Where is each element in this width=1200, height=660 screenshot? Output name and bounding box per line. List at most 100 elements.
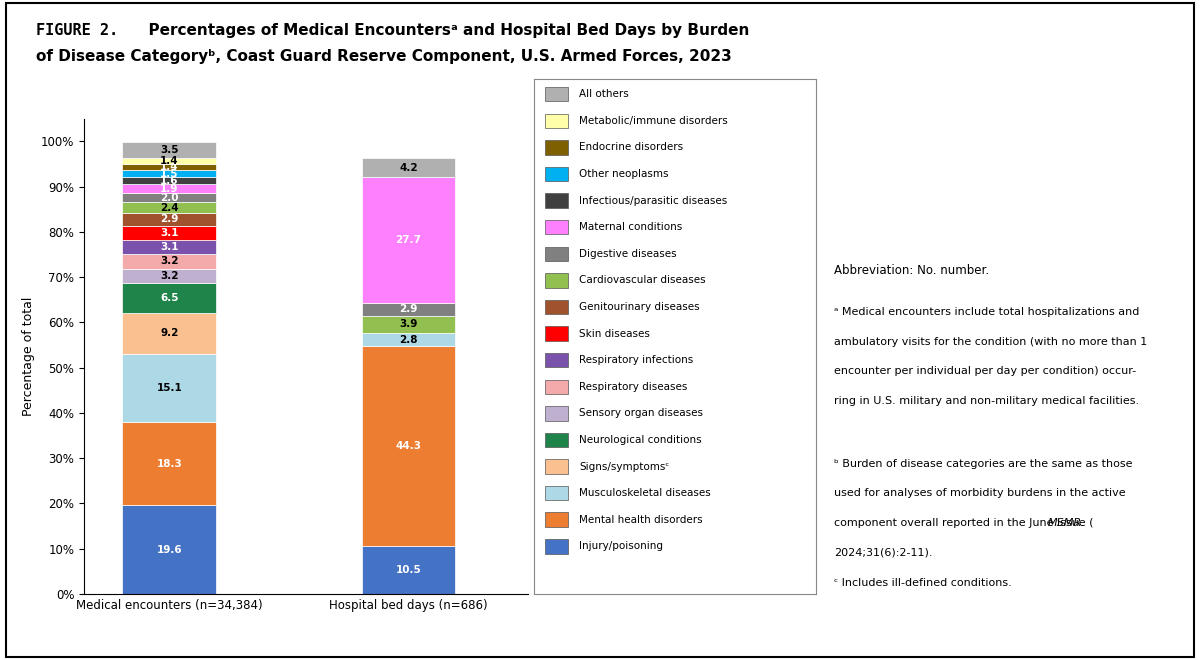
Text: Sensory organ diseases: Sensory organ diseases	[580, 409, 703, 418]
Text: Respiratory diseases: Respiratory diseases	[580, 381, 688, 391]
Bar	[545, 247, 568, 261]
Bar	[545, 459, 568, 474]
Bar	[122, 213, 216, 226]
Text: Maternal conditions: Maternal conditions	[580, 222, 683, 232]
Text: Genitourinary diseases: Genitourinary diseases	[580, 302, 700, 312]
Bar	[122, 226, 216, 240]
Text: 3.1: 3.1	[160, 228, 179, 238]
Text: 15.1: 15.1	[156, 383, 182, 393]
Text: 1.9: 1.9	[160, 183, 179, 194]
Text: Mental health disorders: Mental health disorders	[580, 515, 703, 525]
Bar	[122, 164, 216, 170]
Bar	[122, 312, 216, 354]
Bar	[122, 283, 216, 312]
Text: 19.6: 19.6	[156, 544, 182, 554]
Text: Cardiovascular diseases: Cardiovascular diseases	[580, 275, 706, 285]
Bar	[545, 539, 568, 554]
Text: 2024;31(6):2-11).: 2024;31(6):2-11).	[834, 548, 932, 558]
Text: 3.5: 3.5	[160, 145, 179, 155]
Bar	[122, 240, 216, 254]
Bar	[361, 546, 456, 594]
Text: 1.4: 1.4	[160, 156, 179, 166]
Bar	[122, 254, 216, 269]
Text: 3.9: 3.9	[400, 319, 418, 329]
Text: 1.5: 1.5	[160, 169, 179, 179]
Bar	[122, 202, 216, 213]
Bar	[545, 379, 568, 394]
Text: 3.2: 3.2	[160, 271, 179, 281]
Text: Injury/poisoning: Injury/poisoning	[580, 541, 664, 551]
Bar	[361, 177, 456, 302]
Text: Neurological conditions: Neurological conditions	[580, 435, 702, 445]
Text: FIGURE 2.: FIGURE 2.	[36, 23, 118, 38]
Text: MSMR.: MSMR.	[1048, 518, 1085, 528]
Text: encounter per individual per day per condition) occur-: encounter per individual per day per con…	[834, 366, 1136, 376]
Bar	[122, 422, 216, 506]
Text: 6.5: 6.5	[160, 293, 179, 303]
Text: ring in U.S. military and non-military medical facilities.: ring in U.S. military and non-military m…	[834, 396, 1139, 406]
Text: Metabolic/immune disorders: Metabolic/immune disorders	[580, 115, 728, 125]
Text: Abbreviation: No. number.: Abbreviation: No. number.	[834, 264, 989, 277]
Bar	[545, 433, 568, 447]
Text: ambulatory visits for the condition (with no more than 1: ambulatory visits for the condition (wit…	[834, 337, 1147, 347]
Bar	[545, 512, 568, 527]
Bar	[545, 486, 568, 500]
Text: 1.4: 1.4	[160, 162, 179, 172]
Text: 44.3: 44.3	[396, 442, 421, 451]
Bar	[545, 140, 568, 154]
Text: ᵇ Burden of disease categories are the same as those: ᵇ Burden of disease categories are the s…	[834, 459, 1133, 469]
Bar	[122, 170, 216, 177]
Bar	[122, 184, 216, 193]
Text: 3.1: 3.1	[160, 242, 179, 252]
Bar	[361, 302, 456, 315]
Text: Other neoplasms: Other neoplasms	[580, 169, 668, 179]
Y-axis label: Percentage of total: Percentage of total	[23, 297, 35, 416]
Text: Percentages of Medical Encountersᵃ and Hospital Bed Days by Burden: Percentages of Medical Encountersᵃ and H…	[138, 23, 749, 38]
Text: Infectious/parasitic diseases: Infectious/parasitic diseases	[580, 195, 727, 205]
Bar	[545, 300, 568, 314]
Text: 1.6: 1.6	[160, 176, 179, 186]
Text: ᵃ Medical encounters include total hospitalizations and: ᵃ Medical encounters include total hospi…	[834, 307, 1139, 317]
Bar	[545, 87, 568, 102]
Text: 10.5: 10.5	[396, 565, 421, 576]
Text: 2.9: 2.9	[400, 304, 418, 314]
Bar	[122, 269, 216, 283]
Bar	[545, 406, 568, 420]
Text: 4.2: 4.2	[400, 162, 418, 173]
Text: 9.2: 9.2	[160, 328, 179, 339]
Bar	[545, 114, 568, 128]
Bar	[545, 353, 568, 368]
Text: used for analyses of morbidity burdens in the active: used for analyses of morbidity burdens i…	[834, 488, 1126, 498]
Bar	[122, 158, 216, 164]
Text: 2.8: 2.8	[400, 335, 418, 345]
Text: Respiratory infections: Respiratory infections	[580, 355, 694, 365]
Text: 18.3: 18.3	[156, 459, 182, 469]
Bar	[545, 273, 568, 288]
Bar	[545, 167, 568, 181]
Text: component overall reported in the June issue (: component overall reported in the June i…	[834, 518, 1093, 528]
Bar	[545, 193, 568, 208]
Bar	[361, 346, 456, 546]
Bar	[545, 326, 568, 341]
Bar	[545, 220, 568, 234]
Text: Digestive diseases: Digestive diseases	[580, 249, 677, 259]
Text: 2.0: 2.0	[160, 193, 179, 203]
Bar	[361, 158, 456, 177]
Bar	[122, 193, 216, 202]
Bar	[361, 333, 456, 346]
Text: Skin diseases: Skin diseases	[580, 329, 650, 339]
Text: 2.4: 2.4	[160, 203, 179, 213]
Bar	[122, 506, 216, 594]
Text: All others: All others	[580, 89, 629, 99]
Text: of Disease Categoryᵇ, Coast Guard Reserve Component, U.S. Armed Forces, 2023: of Disease Categoryᵇ, Coast Guard Reserv…	[36, 50, 732, 65]
Text: 2.9: 2.9	[160, 214, 179, 224]
Text: Signs/symptomsᶜ: Signs/symptomsᶜ	[580, 461, 670, 471]
Text: 3.2: 3.2	[160, 256, 179, 267]
Bar	[122, 142, 216, 158]
Text: Endocrine disorders: Endocrine disorders	[580, 143, 683, 152]
Bar	[361, 315, 456, 333]
Bar	[122, 354, 216, 422]
Text: Musculoskeletal diseases: Musculoskeletal diseases	[580, 488, 710, 498]
Bar	[122, 177, 216, 184]
Text: 27.7: 27.7	[396, 235, 421, 245]
